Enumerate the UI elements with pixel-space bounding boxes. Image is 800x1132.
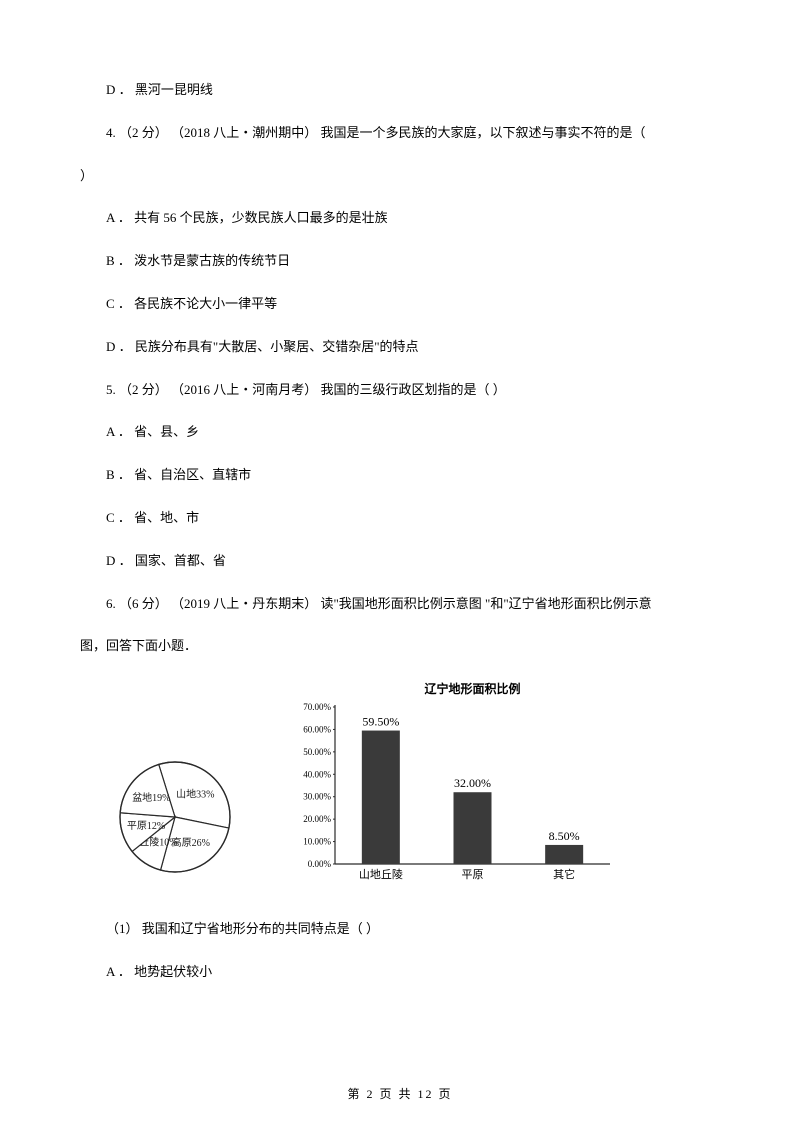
- svg-text:20.00%: 20.00%: [303, 814, 331, 824]
- pie-chart: 山地33%高原26%丘陵10%平原12%盆地19%: [100, 739, 250, 889]
- svg-text:70.00%: 70.00%: [303, 702, 331, 712]
- q5-opt-d: D ． 国家、首都、省: [80, 551, 740, 572]
- charts-container: 山地33%高原26%丘陵10%平原12%盆地19% 辽宁地形面积比例0.00%1…: [100, 679, 740, 889]
- q4-stem-a: 4. （2 分） （2018 八上・潮州期中） 我国是一个多民族的大家庭，以下叙…: [80, 123, 740, 144]
- svg-text:辽宁地形面积比例: 辽宁地形面积比例: [424, 681, 520, 696]
- exam-page: D ． 黑河一昆明线 4. （2 分） （2018 八上・潮州期中） 我国是一个…: [0, 0, 800, 1132]
- svg-text:盆地19%: 盆地19%: [132, 791, 170, 804]
- q6-stem-a: 6. （6 分） （2019 八上・丹东期末） 读"我国地形面积比例示意图 "和…: [80, 594, 740, 615]
- q4-opt-d: D ． 民族分布具有"大散居、小聚居、交错杂居"的特点: [80, 337, 740, 358]
- q3-opt-d: D ． 黑河一昆明线: [80, 80, 740, 101]
- q6-sub1: （1） 我国和辽宁省地形分布的共同特点是（ ）: [80, 919, 740, 940]
- q4-opt-a: A ． 共有 56 个民族，少数民族人口最多的是壮族: [80, 208, 740, 229]
- svg-text:59.50%: 59.50%: [362, 715, 399, 729]
- q5-opt-a: A ． 省、县、乡: [80, 422, 740, 443]
- page-footer: 第 2 页 共 12 页: [0, 1085, 800, 1102]
- svg-text:32.00%: 32.00%: [454, 776, 491, 790]
- q6-opt-a: A ． 地势起伏较小: [80, 962, 740, 983]
- svg-text:平原12%: 平原12%: [127, 820, 165, 832]
- q5-stem: 5. （2 分） （2016 八上・河南月考） 我国的三级行政区划指的是（ ）: [80, 380, 740, 401]
- q5-opt-b: B ． 省、自治区、直辖市: [80, 465, 740, 486]
- svg-text:60.00%: 60.00%: [303, 725, 331, 735]
- bar-chart: 辽宁地形面积比例 0.00% 10.00% 20.00% 30.00% 40.00% 50.…: [280, 679, 620, 889]
- svg-text:10.00%: 10.00%: [303, 837, 331, 847]
- q4-opt-c: C ． 各民族不论大小一律平等: [80, 294, 740, 315]
- svg-text:其它: 其它: [553, 867, 575, 881]
- q4-stem-b: ）: [80, 166, 740, 187]
- svg-text:山地丘陵: 山地丘陵: [359, 868, 403, 881]
- svg-text:40.00%: 40.00%: [303, 769, 331, 779]
- svg-text:平原: 平原: [462, 869, 484, 881]
- q4-opt-b: B ． 泼水节是蒙古族的传统节日: [80, 251, 740, 272]
- q5-opt-c: C ． 省、地、市: [80, 508, 740, 529]
- svg-text:8.50%: 8.50%: [549, 829, 580, 843]
- svg-text:30.00%: 30.00%: [303, 792, 331, 802]
- svg-text:山地33%: 山地33%: [176, 788, 214, 801]
- q6-stem-b: 图，回答下面小题．: [80, 636, 740, 657]
- svg-text:50.00%: 50.00%: [303, 747, 331, 757]
- svg-text:0.00%: 0.00%: [308, 859, 332, 869]
